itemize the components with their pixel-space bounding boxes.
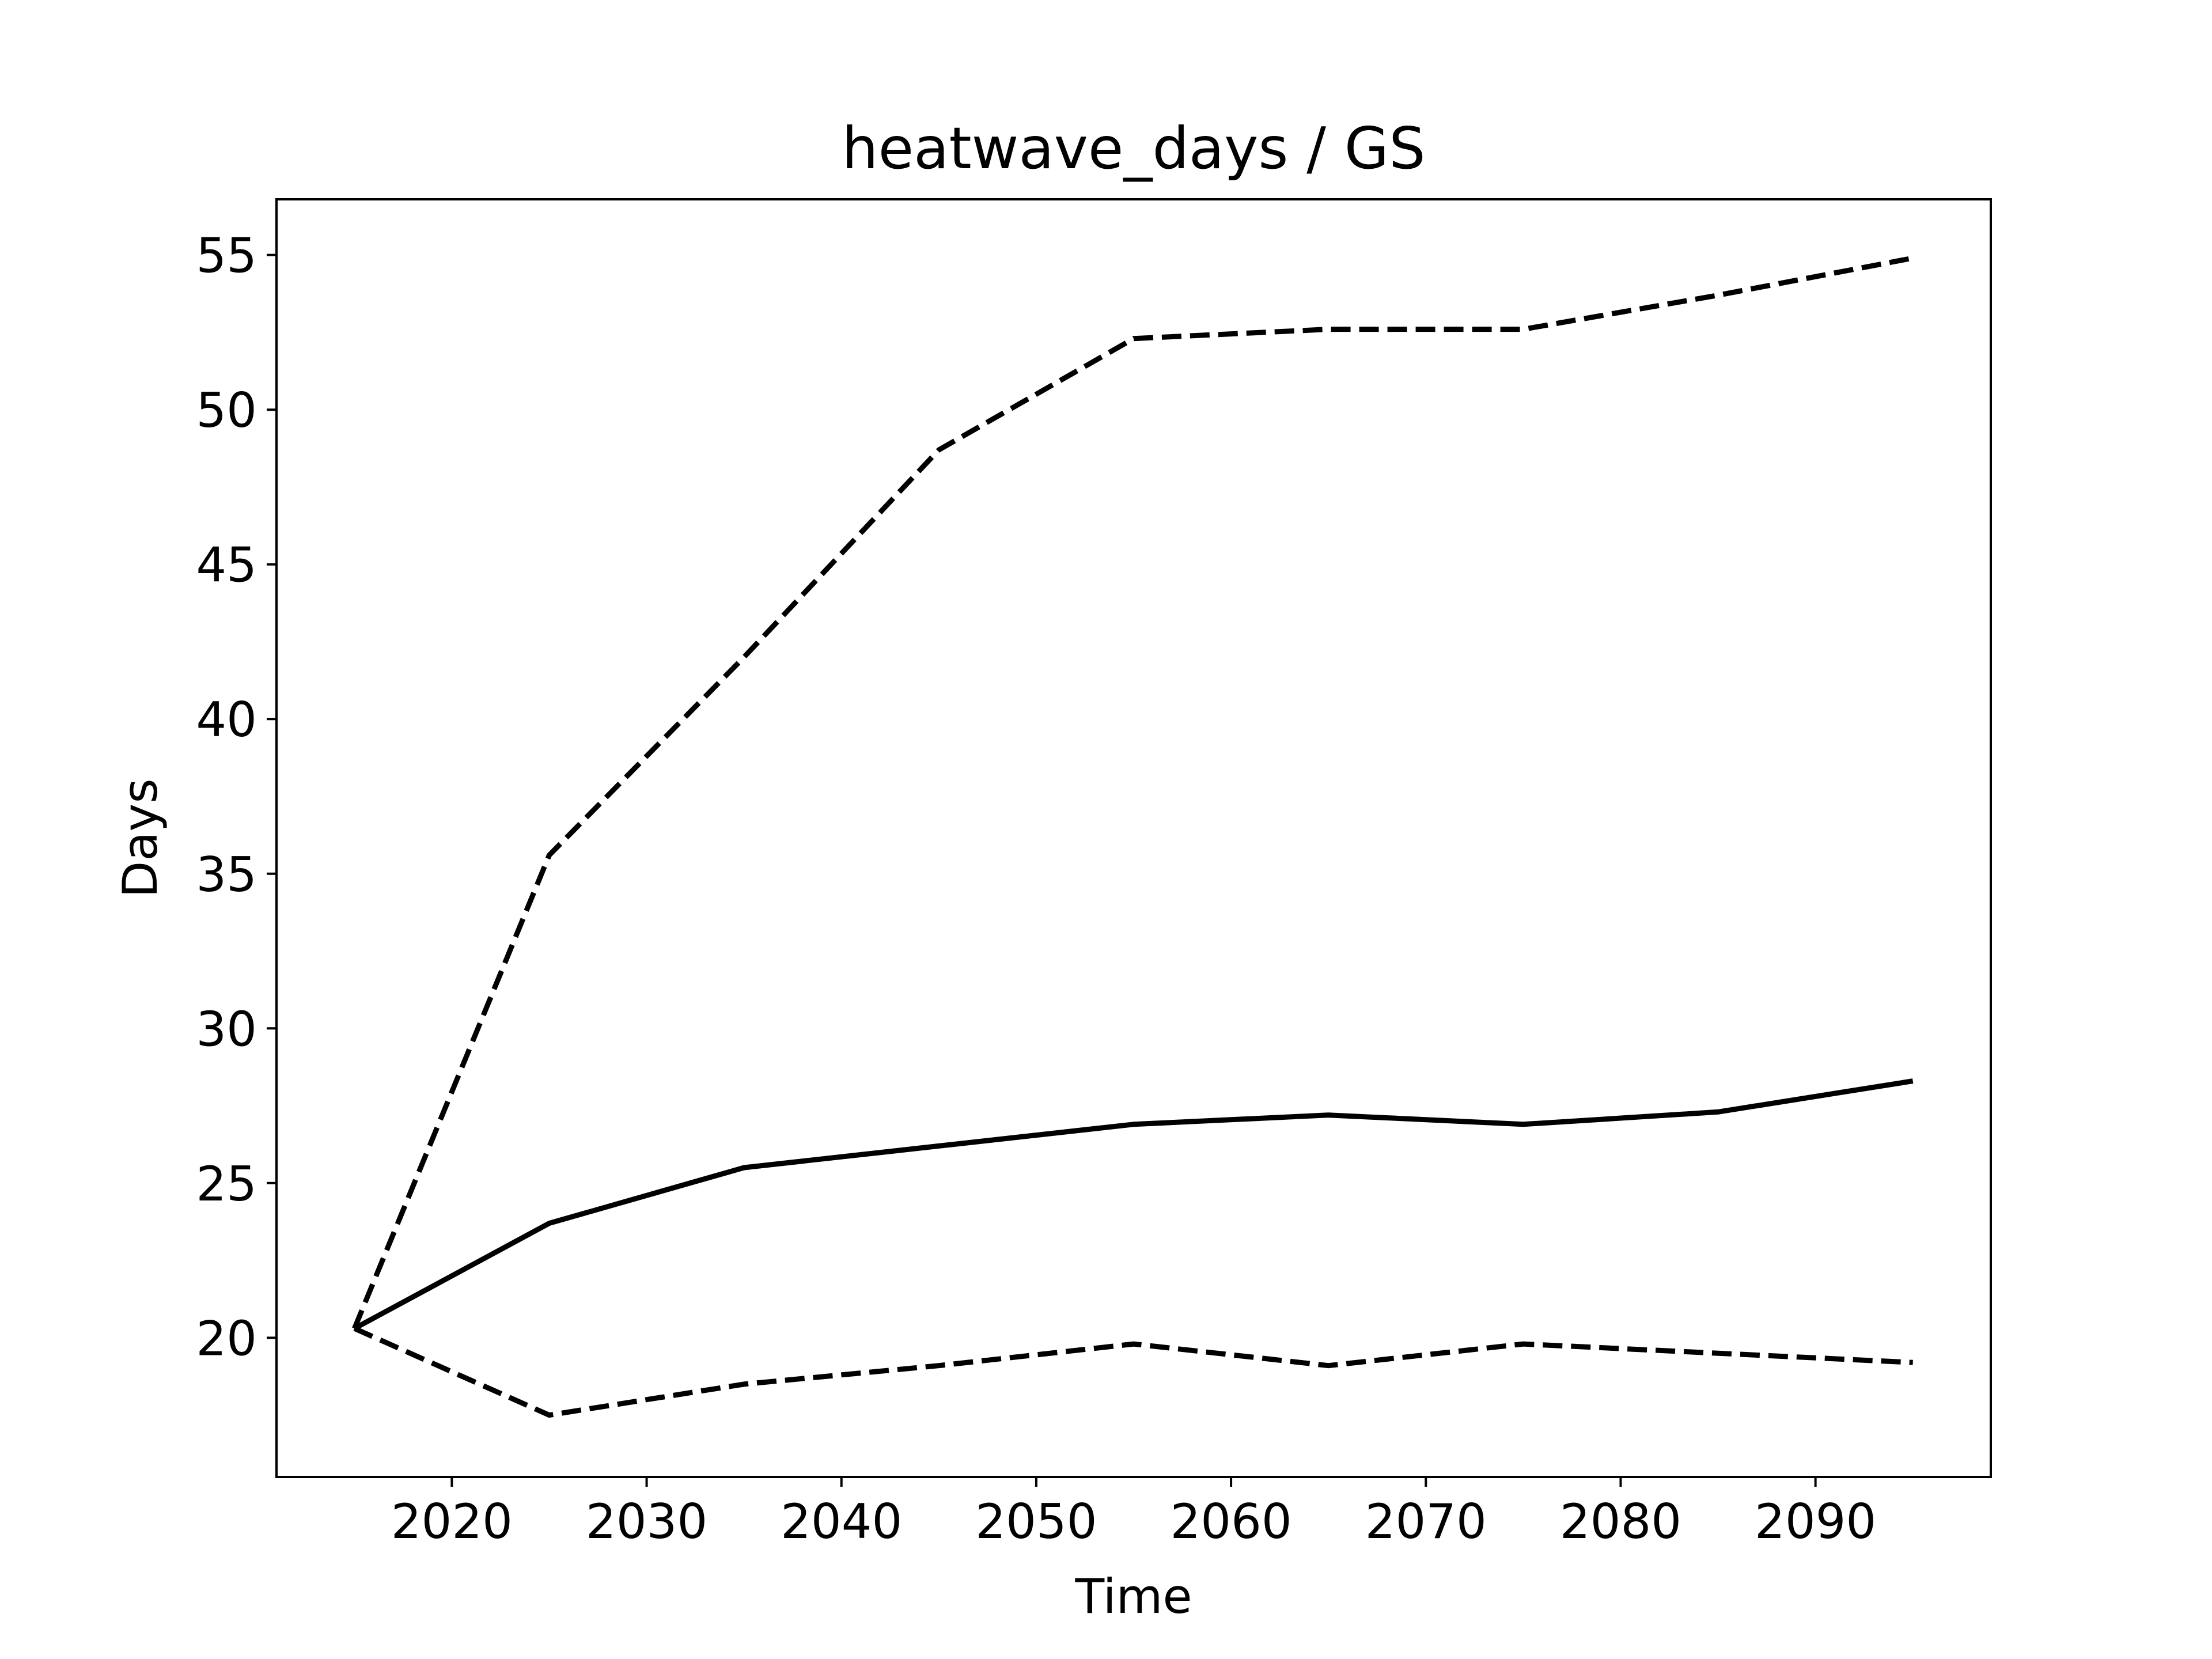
dashed-series-line-2: [353, 1326, 1913, 1418]
x-tick-label: 2060: [1170, 1494, 1291, 1550]
x-tick-label: 2090: [1755, 1494, 1876, 1550]
x-axis-label: Time: [1074, 1569, 1192, 1624]
x-tick-label: 2070: [1365, 1494, 1487, 1550]
x-tick-label: 2050: [975, 1494, 1097, 1550]
y-tick-label: 50: [196, 382, 257, 438]
y-tick-label: 20: [196, 1310, 257, 1366]
series-2-point: [938, 1365, 939, 1366]
y-tick-label: 30: [196, 1001, 257, 1057]
x-axis: 2020 2030 2040 2050 2060 2070 2080 2090: [391, 1477, 1876, 1550]
series-2-point: [354, 1328, 355, 1329]
series-2-point: [1328, 1365, 1329, 1366]
series-0-point: [549, 1223, 550, 1224]
dashed-series-line-1: [352, 255, 1914, 1330]
y-axis-label: Days: [112, 778, 168, 897]
x-tick-label: 2040: [781, 1494, 902, 1550]
y-tick-label: 45: [196, 537, 257, 593]
x-tick-label: 2020: [391, 1494, 513, 1550]
y-axis: 20 25 30 35 40 45 50 55: [196, 228, 276, 1366]
y-tick-label: 40: [196, 692, 257, 748]
solid-series-line-0: [353, 1078, 1914, 1331]
y-tick-label: 55: [196, 228, 257, 284]
x-tick-label: 2080: [1560, 1494, 1681, 1550]
x-tick-label: 2030: [586, 1494, 707, 1550]
series-1-point: [1912, 258, 1913, 259]
series-2-point: [1912, 1362, 1913, 1363]
axes-frame: [275, 198, 1992, 1478]
series-layer: [352, 255, 1914, 1418]
chart-title: heatwave_days / GS: [842, 115, 1425, 182]
y-tick-label: 25: [196, 1156, 257, 1212]
y-tick-label: 35: [196, 847, 257, 903]
